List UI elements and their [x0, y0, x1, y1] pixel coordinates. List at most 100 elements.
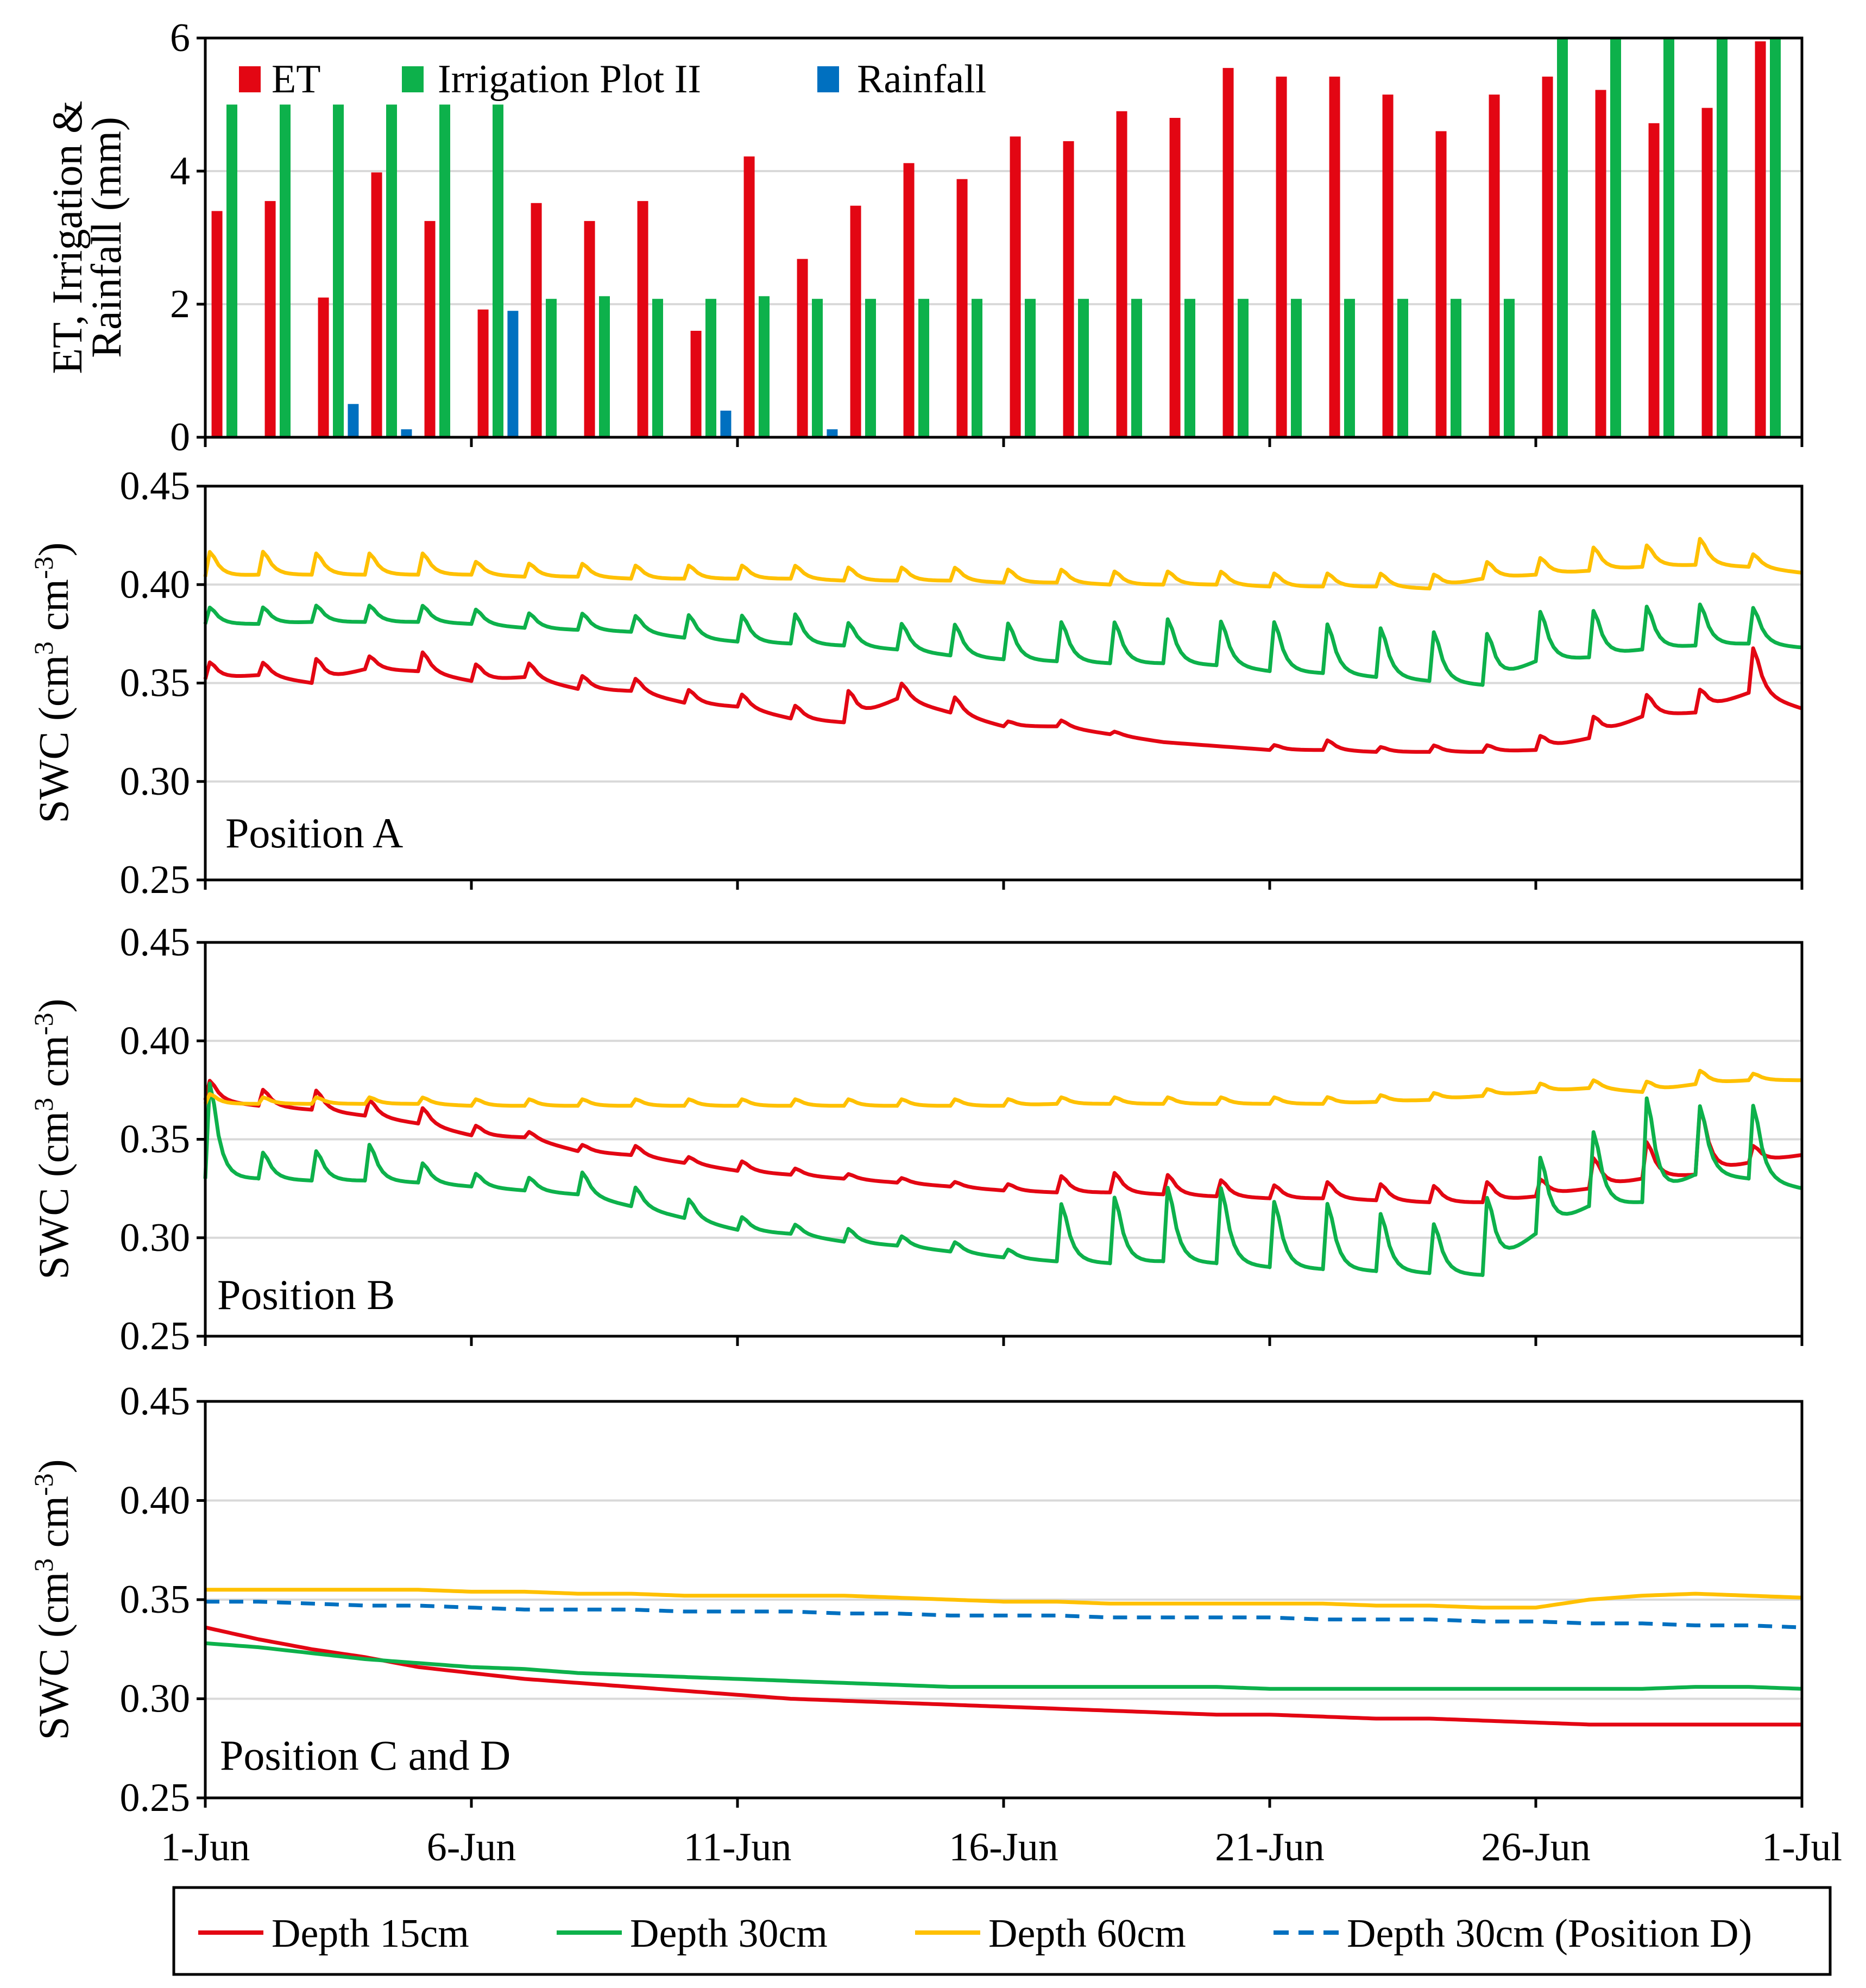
irrigation-bar — [1291, 299, 1302, 437]
ylabel-a-part3: ) — [30, 542, 77, 556]
et-bar — [424, 221, 436, 437]
et-bar — [1435, 131, 1447, 437]
irrigation-bar — [1610, 38, 1621, 437]
position-cd-label: Position C and D — [220, 1732, 510, 1779]
et-bar — [477, 309, 489, 437]
et-bar — [1329, 77, 1340, 438]
irrigation-bar — [493, 104, 503, 437]
ylabel-a-part1: SWC (cm — [30, 655, 77, 823]
swc-ytick-label: 0.45 — [120, 1379, 191, 1424]
series-line-depth-15cm — [205, 1625, 1802, 1727]
ylabel-b-sup1: 3 — [28, 1098, 59, 1111]
swc-ytick-label: 0.30 — [120, 759, 191, 804]
rainfall-bar — [507, 311, 519, 437]
position-b-label: Position B — [217, 1271, 395, 1318]
swc-ytick-label: 0.35 — [120, 1577, 191, 1622]
bars-ytick-label: 2 — [170, 282, 190, 326]
ylabel-b-part3: ) — [30, 998, 77, 1012]
et-bar — [1755, 41, 1766, 437]
et-bar — [743, 156, 755, 437]
x-tick-label: 16-Jun — [949, 1825, 1058, 1870]
et-bar — [956, 179, 968, 437]
rainfall-bar — [348, 404, 359, 437]
bars-ytick-label: 4 — [170, 149, 190, 193]
ylabel-c-sup1: 3 — [28, 1558, 59, 1572]
irrigation-bar — [918, 299, 929, 437]
swc-ytick-label: 0.25 — [120, 858, 191, 902]
ylabel-a-sup1: 3 — [28, 641, 59, 655]
et-bar — [1648, 123, 1660, 438]
irrigation-bar — [1025, 299, 1036, 437]
et-bar — [1489, 95, 1500, 437]
bars-ylabel-line1: ET, Irrigation & — [43, 100, 91, 374]
swc-position-a-chart: 0.25 0.30 0.35 0.40 0.45 Position A SWC (cm3… — [28, 464, 1804, 902]
et-bar — [1595, 90, 1606, 438]
bars-legend: ET Irrigation Plot II Rainfall — [239, 57, 986, 102]
irrigation-bar — [705, 299, 716, 437]
irrigation-bar — [865, 299, 876, 437]
x-tick-label: 1-Jul — [1762, 1825, 1842, 1870]
et-bar — [850, 205, 861, 437]
et-bar — [211, 211, 223, 437]
swc-ytick-label: 0.25 — [120, 1314, 191, 1358]
legend-label-depth30: Depth 30cm — [630, 1911, 828, 1956]
ylabel-c-part3: ) — [30, 1459, 77, 1473]
lines-legend-box — [172, 1886, 1832, 1976]
series-line-depth-15cm — [203, 1079, 1802, 1204]
irrigation-bar — [812, 299, 823, 437]
ylabel-c-sup2: -3 — [28, 1473, 59, 1496]
x-tick-label: 1-Jun — [161, 1825, 250, 1870]
series-line-depth-15cm — [203, 646, 1803, 754]
et-bar — [797, 259, 808, 437]
legend-label-irrigation: Irrigation Plot II — [438, 57, 701, 102]
swc-position-b-chart: 0.25 0.30 0.35 0.40 0.45 Position B SWC (cm3… — [28, 920, 1804, 1358]
swc-ytick-label: 0.40 — [120, 1018, 191, 1063]
series-line-depth-30cm — [203, 602, 1802, 687]
irrigation-bar — [1131, 299, 1142, 437]
irrigation-bar — [439, 104, 450, 437]
ylabel-b-part1: SWC (cm — [30, 1111, 77, 1280]
legend-label-depth60: Depth 60cm — [988, 1911, 1186, 1956]
ylabel-c-part1: SWC (cm — [30, 1572, 77, 1740]
ylabel-c-part2: cm — [30, 1496, 77, 1558]
ylabel-a-sup2: -3 — [28, 556, 59, 579]
position-b-ylabel: SWC (cm3 cm-3) — [28, 998, 77, 1279]
swc-ytick-label: 0.35 — [120, 1117, 191, 1162]
swc-ytick-label: 0.40 — [120, 1479, 191, 1523]
et-bar — [264, 201, 276, 437]
swc-ytick-label: 0.35 — [120, 661, 191, 706]
irrigation-bar — [226, 104, 237, 437]
irrigation-bar — [759, 296, 770, 437]
rainfall-bar — [827, 429, 838, 437]
ylabel-b-sup2: -3 — [28, 1012, 59, 1035]
position-cd-ylabel: SWC (cm3 cm-3) — [28, 1459, 77, 1740]
irrigation-bar — [1717, 38, 1728, 437]
swc-ytick-label: 0.40 — [120, 562, 191, 607]
series-line-depth-30cm — [203, 1081, 1802, 1278]
rainfall-bar — [720, 411, 732, 437]
legend-swatch-irrigation — [402, 66, 424, 92]
series-line-depth-30cm-position-d- — [205, 1600, 1802, 1630]
et-bar — [371, 172, 382, 437]
et-bar — [1010, 136, 1021, 438]
et-bar — [1116, 111, 1127, 437]
et-bar — [903, 163, 915, 437]
x-tick-label: 21-Jun — [1215, 1825, 1324, 1870]
x-axis-tick-labels: 1-Jun 6-Jun 11-Jun 16-Jun 21-Jun 26-Jun 1-Jul — [161, 1825, 1842, 1870]
et-bar — [584, 221, 595, 437]
series-line-depth-60cm — [205, 1588, 1802, 1610]
swc-ytick-label: 0.45 — [120, 464, 191, 508]
lines-legend: Depth 15cm Depth 30cm Depth 60cm Depth 3… — [172, 1886, 1832, 1976]
et-bar — [1276, 77, 1287, 438]
swc-position-c-d-chart: 0.25 0.30 0.35 0.40 0.45 Position C and D SW… — [28, 1379, 1804, 1820]
legend-label-et: ET — [272, 57, 320, 102]
irrigation-bar — [333, 104, 344, 437]
et-bar — [1542, 77, 1553, 438]
legend-swatch-et — [239, 66, 261, 92]
series-line-depth-30cm — [205, 1641, 1802, 1691]
position-a-ylabel: SWC (cm3 cm-3) — [28, 542, 77, 823]
series-line-depth-60cm — [203, 537, 1802, 590]
irrigation-bar — [1770, 38, 1781, 437]
ylabel-a-part2: cm — [30, 579, 77, 641]
irrigation-bar — [1397, 299, 1408, 437]
